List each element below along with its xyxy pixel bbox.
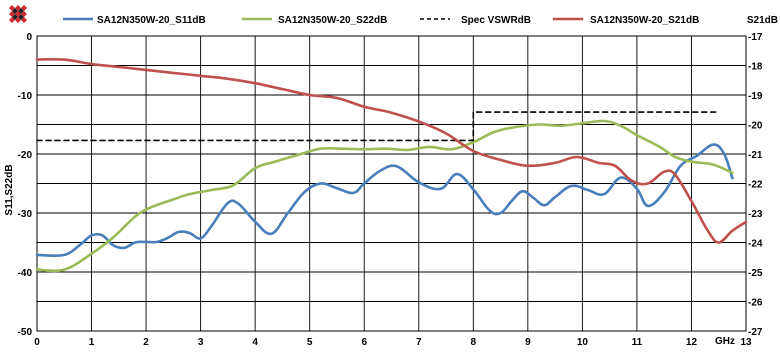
- x-tick-label: 0: [34, 337, 40, 348]
- legend: SA12N350W-20_S11dB SA12N350W-20_S22dB Spec…: [63, 15, 699, 26]
- x-tick-label: 11: [632, 337, 643, 348]
- logo-square: [12, 8, 18, 14]
- y2-tick-label: -26: [748, 298, 763, 309]
- grid: [36, 35, 747, 332]
- x-tick-label: 7: [416, 337, 422, 348]
- legend-label: SA12N350W-20_S11dB: [97, 15, 206, 26]
- y2-tick-label: -17: [748, 32, 763, 43]
- series-line-sa12n350w-20-s21db: [35, 57, 748, 244]
- y2-tick-label: -24: [748, 239, 763, 250]
- y2-axis-title: S21dB: [747, 15, 778, 26]
- x-tick-label: 12: [686, 337, 698, 348]
- y2-tick-label: -21: [748, 150, 763, 161]
- x-tick-label: 13: [740, 337, 752, 348]
- logo-square: [8, 4, 15, 11]
- y2-tick-label: -27: [748, 327, 763, 338]
- legend-label: Spec VSWRdB: [461, 15, 531, 26]
- logo-square: [18, 14, 24, 20]
- x-tick-label: 2: [143, 337, 149, 348]
- legend-label: SA12N350W-20_S21dB: [590, 15, 699, 26]
- y-tick-label: -30: [18, 209, 33, 220]
- x-tick-label: 4: [252, 337, 258, 348]
- y2-tick-label: -19: [748, 91, 763, 102]
- y-tick-label: -20: [18, 150, 33, 161]
- y-tick-label: 0: [26, 32, 32, 43]
- x-unit-label: GHz: [715, 336, 735, 347]
- x-tick-label: 9: [525, 337, 531, 348]
- y2-tick-label: -18: [748, 62, 763, 73]
- y-tick-label: -50: [18, 327, 33, 338]
- x-tick-label: 6: [361, 337, 367, 348]
- y2-tick-label: -20: [748, 121, 763, 132]
- y2-tick-label: -25: [748, 268, 763, 279]
- logo-square: [12, 14, 18, 20]
- x-tick-label: 5: [307, 337, 313, 348]
- y-axis-title: S11,S22dB: [4, 164, 15, 215]
- legend-label: SA12N350W-20_S22dB: [278, 15, 387, 26]
- series-line-spec-vswrdb: [36, 111, 720, 142]
- logo-square: [21, 11, 28, 17]
- y-tick-label: -40: [18, 268, 33, 279]
- y2-tick-label: -22: [748, 180, 763, 191]
- axes: 0 1 2 3 4 5 6 7 8 9 10 11 12 130-10-20-30-40-50-17-18…: [4, 15, 778, 348]
- x-tick-label: 3: [198, 337, 204, 348]
- y2-tick-label: -23: [748, 209, 763, 220]
- company-logo: [8, 4, 28, 24]
- series-line-sa12n350w-20-s22db: [35, 119, 734, 273]
- series-line-sa12n350w-20-s11db: [35, 143, 734, 258]
- y-tick-label: -10: [18, 91, 33, 102]
- x-tick-label: 1: [89, 337, 95, 348]
- x-tick-label: 10: [577, 337, 589, 348]
- x-tick-label: 8: [471, 337, 477, 348]
- series-layer: [35, 57, 748, 273]
